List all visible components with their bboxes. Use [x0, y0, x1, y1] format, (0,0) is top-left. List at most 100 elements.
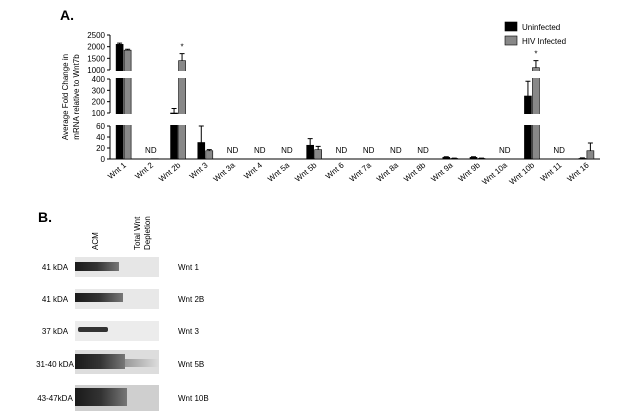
bar: [205, 150, 214, 160]
y-axis-title-line: Average Fold Change in: [61, 54, 70, 140]
x-tick-label: Wnt 9a: [429, 160, 455, 184]
x-tick-label: Wnt 9b: [457, 160, 483, 184]
blot-band: [75, 293, 123, 302]
bar: [115, 44, 124, 160]
y-tick-label: 1000: [87, 66, 105, 75]
y-tick-label: 2000: [87, 43, 105, 52]
y-tick-label: 300: [92, 86, 106, 95]
error-bar: [525, 80, 531, 96]
legend-swatch: [504, 21, 518, 32]
bar: [306, 144, 314, 160]
lane-label: Total Wnt: [133, 216, 142, 250]
bar: [532, 67, 540, 160]
y-tick-label: 40: [96, 133, 105, 142]
nd-label: ND: [281, 146, 293, 155]
error-bar: [179, 53, 185, 61]
nd-label: ND: [227, 146, 239, 155]
x-tick-label: Wnt 10b: [508, 160, 537, 186]
nd-label: ND: [363, 146, 375, 155]
mw-label: 43-47kDA: [37, 394, 73, 403]
error-bar: [117, 42, 123, 45]
x-tick-label: Wnt 1: [106, 160, 128, 181]
protein-label: Wnt 5B: [178, 360, 204, 369]
x-tick-label: Wnt 4: [242, 160, 264, 181]
x-tick-label: Wnt 6: [324, 160, 346, 181]
y-tick-label: 1500: [87, 54, 105, 63]
nd-label: ND: [145, 146, 157, 155]
panel-label: A.: [60, 7, 74, 23]
error-bar: [307, 138, 313, 146]
error-bar: [171, 107, 177, 113]
bar: [524, 95, 532, 160]
nd-label: ND: [417, 146, 429, 155]
lane-label: ACM: [91, 232, 100, 250]
y-axis-title-line: mRNA relative to Wnt7b: [72, 54, 81, 140]
error-bar: [579, 157, 585, 159]
x-tick-label: Wnt 2: [133, 160, 155, 181]
bar: [314, 149, 322, 160]
protein-label: Wnt 10B: [178, 394, 209, 403]
error-bar: [443, 156, 449, 158]
axis-break: [106, 71, 600, 78]
nd-label: ND: [336, 146, 348, 155]
legend-swatch: [504, 35, 518, 46]
mw-label: 41 kDA: [42, 295, 69, 304]
blot-band: [78, 327, 108, 332]
mw-label: 37 kDA: [42, 327, 69, 336]
error-bar: [587, 142, 593, 151]
error-bar: [315, 145, 321, 150]
y-tick-label: 2500: [87, 31, 105, 40]
x-tick-label: Wnt 7a: [348, 160, 374, 184]
legend-label: HIV Infected: [522, 37, 566, 46]
nd-label: ND: [499, 146, 511, 155]
protein-label: Wnt 3: [178, 327, 199, 336]
significance-mark: *: [534, 50, 537, 59]
x-tick-label: Wnt 11: [539, 160, 564, 183]
blot-band: [75, 354, 125, 369]
bar: [469, 157, 478, 160]
y-tick-label: 0: [101, 155, 106, 164]
y-tick-label: 100: [92, 109, 106, 118]
x-tick-label: Wnt 8a: [375, 160, 401, 184]
x-tick-label: Wnt 3a: [212, 160, 238, 184]
bar: [586, 150, 595, 160]
y-tick-label: 200: [92, 98, 106, 107]
x-tick-label: Wnt 2b: [157, 160, 183, 184]
y-tick-label: 60: [96, 122, 105, 131]
x-tick-label: Wnt 3: [188, 160, 210, 181]
protein-label: Wnt 2B: [178, 295, 204, 304]
bar: [578, 158, 587, 160]
bar: [123, 49, 132, 160]
panel-label: B.: [38, 209, 52, 225]
blot-panel: [75, 257, 159, 411]
x-tick-label: Wnt 16: [565, 160, 591, 184]
nd-label: ND: [390, 146, 402, 155]
y-tick-label: 400: [92, 75, 106, 84]
protein-label: Wnt 1: [178, 263, 199, 272]
lane-label: Depletion: [143, 216, 152, 250]
blot-band: [75, 388, 127, 406]
error-bar: [471, 156, 476, 158]
bar: [442, 157, 451, 160]
axis-break: [106, 114, 600, 125]
mw-label: 31-40 kDA: [36, 360, 74, 369]
error-bar: [125, 48, 131, 51]
bar: [197, 142, 206, 160]
error-bar: [206, 149, 212, 151]
nd-label: ND: [553, 146, 565, 155]
mw-label: 41 kDA: [42, 263, 69, 272]
x-tick-label: Wnt 10a: [480, 160, 509, 186]
error-bar: [198, 125, 204, 143]
significance-mark: *: [180, 43, 183, 52]
legend-label: Uninfected: [522, 23, 560, 32]
x-tick-label: Wnt 5b: [293, 160, 319, 184]
blot-band: [75, 262, 119, 271]
y-tick-label: 20: [96, 144, 105, 153]
blot-band: [125, 359, 159, 367]
blot: [75, 321, 159, 341]
x-tick-label: Wnt 8b: [402, 160, 428, 184]
x-tick-label: Wnt 5a: [266, 160, 292, 184]
y-axis-title: Average Fold Change in mRNA relative to W…: [61, 54, 81, 140]
nd-label: ND: [254, 146, 266, 155]
